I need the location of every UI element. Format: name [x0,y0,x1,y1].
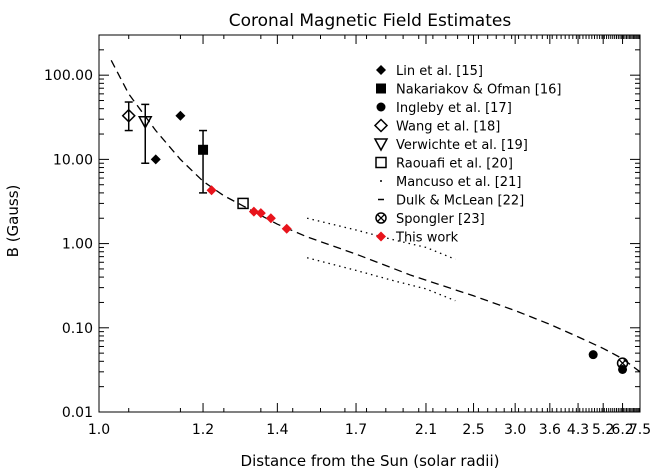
series-6-line [306,217,456,260]
series-0-point [150,154,161,165]
legend-marker-5 [375,156,387,169]
y-tick-label: 0.10 [62,321,93,337]
series-1-point [198,144,209,155]
legend-label-9: This work [395,231,459,246]
series-5-point [237,197,249,210]
legend-label-0: Lin et al. [15] [396,64,483,79]
x-tick-label: 7.5 [629,422,650,438]
y-tick-label: 1.00 [62,237,93,253]
legend-marker-8-ring [375,212,387,224]
legend-marker-2 [376,102,386,112]
y-tick-label: 10.00 [53,152,93,168]
y-tick-label: 0.01 [62,405,93,421]
x-ticks: 1.0 1.2 1.4 1.7 2.1 2.5 3.0 3.6 4.3 5.26.27.5 [88,35,650,438]
series-3-point [121,108,136,123]
x-tick-label: 3.0 [504,422,526,438]
y-ticks: 0.01 0.10 1.00 10.00 100.00 [44,34,640,421]
series-8-point-cross-b [618,359,627,368]
x-tick-label: 1.4 [266,422,288,438]
x-tick-label: 2.5 [462,422,484,438]
legend-label-8: Spongler [23] [396,212,485,227]
y-axis-label: B (Gauss) [4,185,22,258]
legend-marker-4 [373,138,389,152]
legend-label-5: Raouafi et al. [20] [396,157,513,172]
series-9-point [281,223,292,234]
legend-label-6: Mancuso et al. [21] [396,175,521,190]
legend-label-3: Wang et al. [18] [396,120,500,135]
x-axis-label: Distance from the Sun (solar radii) [241,452,500,470]
y-tick-label: 100.00 [44,68,93,84]
x-tick-label: 1.2 [192,422,214,438]
x-tick-label: 1.0 [88,422,110,438]
legend-label-4: Verwichte et al. [19] [396,138,528,153]
legend-label-7: Dulk & McLean [22] [396,194,524,209]
legend-label-2: Ingleby et al. [17] [396,101,512,116]
x-tick-label: 6.2 [611,422,633,438]
series-6-line [306,257,456,302]
legend: Lin et al. [15] Nakariakov & Ofman [16] In… [373,64,562,246]
legend-marker-3 [373,118,389,133]
series-8-point [616,357,629,369]
x-tick-label: 5.2 [592,422,614,438]
series-9-point [206,185,217,196]
x-tick-label: 3.6 [539,422,561,438]
x-tick-label: 4.3 [567,422,589,438]
plot-frame [98,34,641,413]
plot-area [110,59,641,374]
x-tick-label: 1.7 [345,422,367,438]
series-7-line [110,59,641,373]
legend-marker-1 [376,83,386,94]
legend-marker-0 [376,65,386,75]
series-9-point [265,213,276,224]
legend-marker-8 [375,212,387,224]
legend-marker-9 [376,231,386,242]
series-9-point [255,208,266,219]
series-8-point-ring [616,357,629,369]
series-9-point [248,206,259,217]
legend-marker-8-cross-b [377,214,385,222]
chart-title: Coronal Magnetic Field Estimates [229,11,512,31]
legend-label-1: Nakariakov & Ofman [16] [396,83,562,98]
x-tick-label: 2.1 [415,422,437,438]
series-0-point [175,110,186,121]
series-2-point [588,350,598,360]
